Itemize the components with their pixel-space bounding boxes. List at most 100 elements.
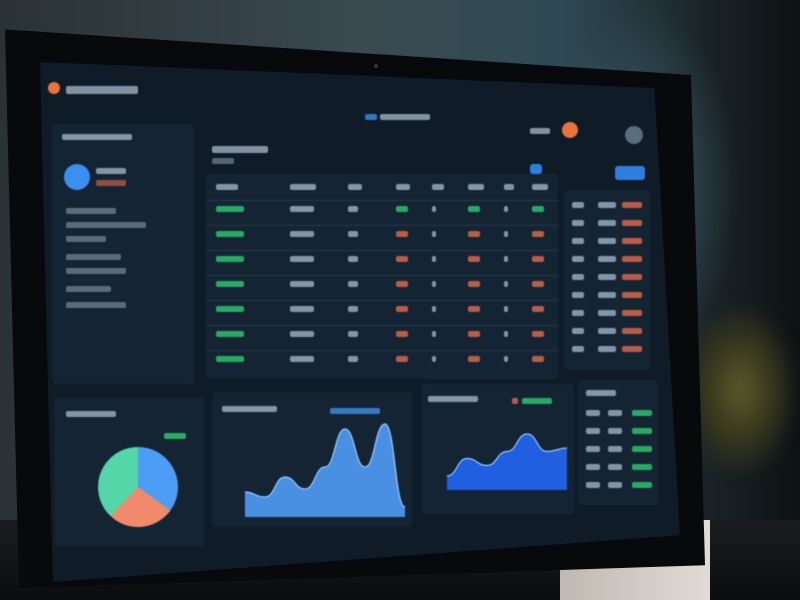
table-cell-blurred bbox=[432, 306, 436, 312]
list-cell-blurred bbox=[572, 274, 584, 280]
table-cell-blurred bbox=[532, 206, 544, 212]
profile-name-blurred bbox=[96, 168, 126, 174]
table-cell-blurred bbox=[468, 256, 480, 262]
table-cell-blurred bbox=[348, 356, 358, 362]
list-cell-blurred bbox=[572, 202, 584, 208]
table-cell-blurred bbox=[396, 331, 408, 337]
row-divider bbox=[206, 225, 558, 226]
summary-label-blurred bbox=[586, 482, 600, 488]
table-cell-blurred bbox=[532, 356, 544, 362]
list-cell-blurred bbox=[622, 238, 642, 244]
sidebar-item[interactable] bbox=[66, 222, 146, 228]
area-chart-right bbox=[447, 433, 567, 490]
app-title-blurred bbox=[66, 86, 138, 94]
sidebar-item[interactable] bbox=[66, 268, 126, 274]
area-line bbox=[447, 433, 567, 477]
data-table bbox=[206, 174, 558, 379]
table-cell-blurred bbox=[432, 206, 436, 212]
table-cell-blurred bbox=[290, 281, 314, 287]
list-cell-blurred bbox=[598, 274, 616, 280]
list-cell-blurred bbox=[572, 346, 584, 352]
side-list bbox=[564, 190, 650, 370]
profile-avatar[interactable] bbox=[64, 164, 90, 190]
list-cell-blurred bbox=[572, 310, 584, 316]
table-cell-blurred bbox=[468, 231, 480, 237]
table-cell-blurred bbox=[504, 256, 508, 262]
row-divider bbox=[206, 350, 558, 351]
area-chart-left bbox=[245, 423, 405, 517]
area-fill bbox=[245, 424, 405, 517]
table-cell-blurred bbox=[532, 281, 544, 287]
list-cell-blurred bbox=[622, 220, 642, 226]
summary-label-blurred bbox=[608, 446, 622, 452]
list-cell-blurred bbox=[572, 328, 584, 334]
area-line bbox=[245, 423, 405, 508]
monitor-screen bbox=[40, 62, 680, 582]
user-avatar[interactable] bbox=[562, 122, 578, 138]
sidebar-item[interactable] bbox=[66, 286, 111, 292]
row-divider bbox=[206, 300, 558, 301]
list-cell-blurred bbox=[622, 202, 642, 208]
row-divider bbox=[206, 275, 558, 276]
table-cell-blurred bbox=[468, 206, 480, 212]
table-cell-blurred bbox=[348, 281, 358, 287]
header-item-blurred[interactable] bbox=[530, 128, 550, 134]
area-chart-panel-right bbox=[422, 384, 574, 514]
list-cell-blurred bbox=[622, 346, 642, 352]
table-header-blurred bbox=[396, 184, 410, 190]
summary-label-blurred bbox=[586, 410, 600, 416]
table-cell-blurred bbox=[290, 356, 314, 362]
table-header-blurred bbox=[432, 184, 444, 190]
row-divider bbox=[206, 325, 558, 326]
list-cell-blurred bbox=[598, 310, 616, 316]
chart-title-blurred bbox=[222, 406, 277, 412]
profile-sub-blurred bbox=[96, 180, 126, 186]
table-cell-blurred bbox=[290, 306, 314, 312]
row-divider bbox=[206, 200, 558, 201]
table-cell-blurred bbox=[290, 231, 314, 237]
table-cell-blurred bbox=[290, 206, 314, 212]
table-cell-blurred bbox=[216, 306, 244, 312]
table-cell-blurred bbox=[396, 356, 408, 362]
sidebar-item[interactable] bbox=[66, 254, 121, 260]
list-cell-blurred bbox=[598, 202, 616, 208]
table-cell-blurred bbox=[532, 331, 544, 337]
table-cell-blurred bbox=[532, 256, 544, 262]
header-link-blurred[interactable] bbox=[365, 114, 377, 120]
app-logo-icon bbox=[48, 82, 60, 94]
table-cell-blurred bbox=[216, 356, 244, 362]
list-cell-blurred bbox=[598, 256, 616, 262]
summary-value-blurred bbox=[632, 428, 652, 434]
primary-button[interactable] bbox=[615, 166, 645, 180]
table-cell-blurred bbox=[432, 256, 436, 262]
table-cell-blurred bbox=[504, 306, 508, 312]
table-cell-blurred bbox=[432, 231, 436, 237]
list-cell-blurred bbox=[572, 220, 584, 226]
legend-swatch bbox=[512, 398, 518, 404]
list-cell-blurred bbox=[598, 328, 616, 334]
table-cell-blurred bbox=[396, 231, 408, 237]
table-cell-blurred bbox=[348, 256, 358, 262]
header-text-blurred bbox=[380, 114, 430, 120]
table-header-blurred bbox=[348, 184, 362, 190]
table-cell-blurred bbox=[216, 281, 244, 287]
settings-icon[interactable] bbox=[625, 126, 643, 144]
list-cell-blurred bbox=[622, 310, 642, 316]
list-cell-blurred bbox=[572, 292, 584, 298]
table-cell-blurred bbox=[348, 206, 358, 212]
sidebar-item[interactable] bbox=[66, 236, 106, 242]
sidebar-item[interactable] bbox=[66, 208, 116, 214]
list-cell-blurred bbox=[622, 274, 642, 280]
area-fill bbox=[447, 434, 567, 490]
sidebar-item[interactable] bbox=[66, 302, 126, 308]
table-cell-blurred bbox=[396, 206, 408, 212]
table-cell-blurred bbox=[290, 331, 314, 337]
table-cell-blurred bbox=[532, 306, 544, 312]
summary-title-blurred bbox=[586, 390, 616, 396]
list-cell-blurred bbox=[622, 292, 642, 298]
row-divider bbox=[206, 250, 558, 251]
filter-button[interactable] bbox=[530, 164, 542, 174]
summary-label-blurred bbox=[608, 482, 622, 488]
summary-value-blurred bbox=[632, 446, 652, 452]
list-cell-blurred bbox=[598, 346, 616, 352]
